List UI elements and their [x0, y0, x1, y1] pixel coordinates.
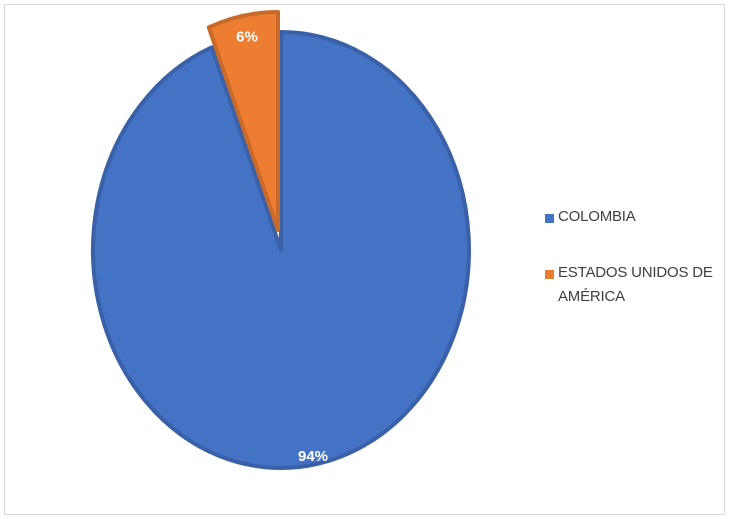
data-label-usa: 6%: [236, 29, 258, 46]
legend-swatch-colombia: [545, 214, 554, 223]
legend-label-colombia: COLOMBIA: [558, 208, 636, 225]
legend-item-colombia: COLOMBIA: [545, 208, 725, 229]
chart-area: 94% 6% COLOMBIA ESTADOS UNIDOS DE AMÉRICA: [4, 4, 725, 515]
legend-item-usa: ESTADOS UNIDOS DE AMÉRICA: [545, 264, 725, 309]
data-label-colombia: 94%: [298, 448, 328, 465]
pie-slices: [91, 10, 471, 470]
pie-chart: 94% 6%: [91, 10, 471, 470]
legend: COLOMBIA ESTADOS UNIDOS DE AMÉRICA: [545, 208, 725, 346]
pie-slice-colombia: [91, 30, 471, 470]
legend-label-usa: ESTADOS UNIDOS DE AMÉRICA: [558, 264, 713, 305]
legend-swatch-usa: [545, 270, 554, 279]
pie-data-labels: 94% 6%: [236, 29, 328, 465]
pie-slice-usa: [206, 10, 280, 232]
